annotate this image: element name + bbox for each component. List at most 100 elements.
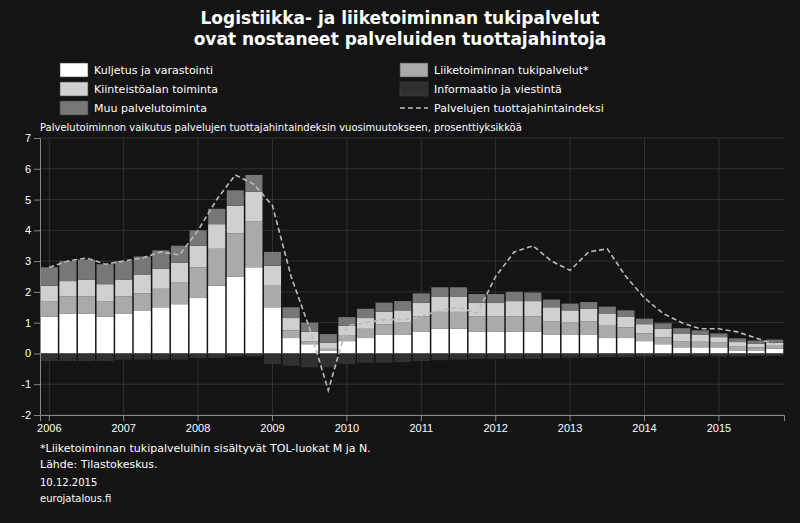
bar xyxy=(710,337,727,343)
tick-mark xyxy=(34,292,40,293)
tick: 2009 xyxy=(260,415,284,434)
axis-line xyxy=(34,139,41,416)
tick: 2 xyxy=(25,286,40,298)
bar xyxy=(190,267,207,298)
plot: Palvelutoiminnon vaikutus palvelujen tuo… xyxy=(21,122,784,434)
bar xyxy=(413,332,430,354)
bar xyxy=(97,284,114,301)
bar xyxy=(413,303,430,317)
bar xyxy=(264,286,281,308)
tick-mark xyxy=(123,415,124,421)
subtitle: Palvelutoiminnon vaikutus palvelujen tuo… xyxy=(40,122,522,133)
bar xyxy=(543,300,560,308)
tick-label: 2010 xyxy=(335,422,359,434)
bar xyxy=(766,346,783,349)
tick-mark xyxy=(198,415,199,421)
legend-line xyxy=(400,107,428,109)
grid xyxy=(40,138,784,415)
grid-line-x xyxy=(421,138,422,415)
tick: 2008 xyxy=(186,415,210,434)
bar xyxy=(599,353,616,357)
legend-swatch xyxy=(60,63,88,77)
bar xyxy=(431,287,448,296)
tick-mark xyxy=(49,415,50,421)
footnote: 10.12.2015 xyxy=(40,477,97,488)
legend-item: Liiketoiminnan tukipalvelut* xyxy=(400,63,589,77)
bar xyxy=(431,329,448,354)
marks xyxy=(41,175,784,390)
bar xyxy=(97,264,114,284)
tick-mark xyxy=(34,200,40,201)
bar xyxy=(636,319,653,325)
bar xyxy=(562,304,579,311)
bar xyxy=(506,353,523,359)
tick-mark xyxy=(34,415,40,416)
bar xyxy=(617,353,634,357)
bar xyxy=(134,275,151,293)
legend-label: Palvelujen tuottajahintaindeksi xyxy=(434,102,604,115)
bar xyxy=(524,301,541,316)
bar xyxy=(766,349,783,354)
grid-line-y xyxy=(40,384,784,385)
bar xyxy=(655,337,672,344)
bar xyxy=(301,332,318,341)
bar xyxy=(617,338,634,353)
bar xyxy=(450,312,467,329)
tick-mark xyxy=(272,415,273,421)
tick-mark xyxy=(34,323,40,324)
grid-line-y xyxy=(40,168,784,169)
bar xyxy=(562,310,579,322)
bar xyxy=(208,249,225,286)
bar xyxy=(227,353,244,356)
legend-item: Kuljetus ja varastointi xyxy=(60,63,213,77)
legend: Kuljetus ja varastointi Liiketoiminnan tu… xyxy=(60,63,604,115)
tick-mark xyxy=(34,384,40,385)
bar xyxy=(543,335,560,353)
bar xyxy=(41,317,58,354)
bar xyxy=(301,341,318,344)
bar xyxy=(227,206,244,234)
tick: 2011 xyxy=(409,415,433,434)
bar xyxy=(376,303,393,312)
bar xyxy=(599,313,616,325)
tick: 2014 xyxy=(632,415,656,434)
bar xyxy=(450,329,467,354)
footnote: Lähde: Tilastokeskus. xyxy=(40,458,158,471)
tick-label: 2012 xyxy=(483,422,507,434)
title: Logistiikka- ja liiketoiminnan tukipalve… xyxy=(194,8,607,49)
bar xyxy=(59,281,76,296)
bar xyxy=(376,353,393,362)
tick: -1 xyxy=(21,378,40,390)
tick: 0 xyxy=(25,347,40,359)
bar xyxy=(264,252,281,266)
bar xyxy=(208,286,225,354)
grid-line-x xyxy=(718,138,719,415)
legend-swatch xyxy=(400,63,428,77)
bar xyxy=(245,267,262,353)
bar xyxy=(562,323,579,335)
bar xyxy=(655,323,672,329)
bar xyxy=(636,353,653,356)
bar xyxy=(115,280,132,297)
bar xyxy=(524,332,541,354)
bar xyxy=(394,335,411,353)
bar xyxy=(673,353,690,356)
tick-label: -2 xyxy=(21,409,31,421)
bar xyxy=(636,333,653,341)
bar xyxy=(655,329,672,338)
bar xyxy=(283,330,300,338)
grid-line-y xyxy=(40,261,784,262)
bar xyxy=(190,298,207,353)
bar xyxy=(710,347,727,353)
grid-line-y xyxy=(40,199,784,200)
bar xyxy=(59,353,76,361)
bar xyxy=(227,190,244,205)
bar xyxy=(208,209,225,224)
tick-label: 2 xyxy=(25,286,31,298)
legend-label: Liiketoiminnan tukipalvelut* xyxy=(434,64,589,77)
bar xyxy=(338,341,355,353)
bar xyxy=(655,353,672,356)
bar xyxy=(338,353,355,364)
bar xyxy=(338,335,355,341)
bar xyxy=(469,353,486,359)
